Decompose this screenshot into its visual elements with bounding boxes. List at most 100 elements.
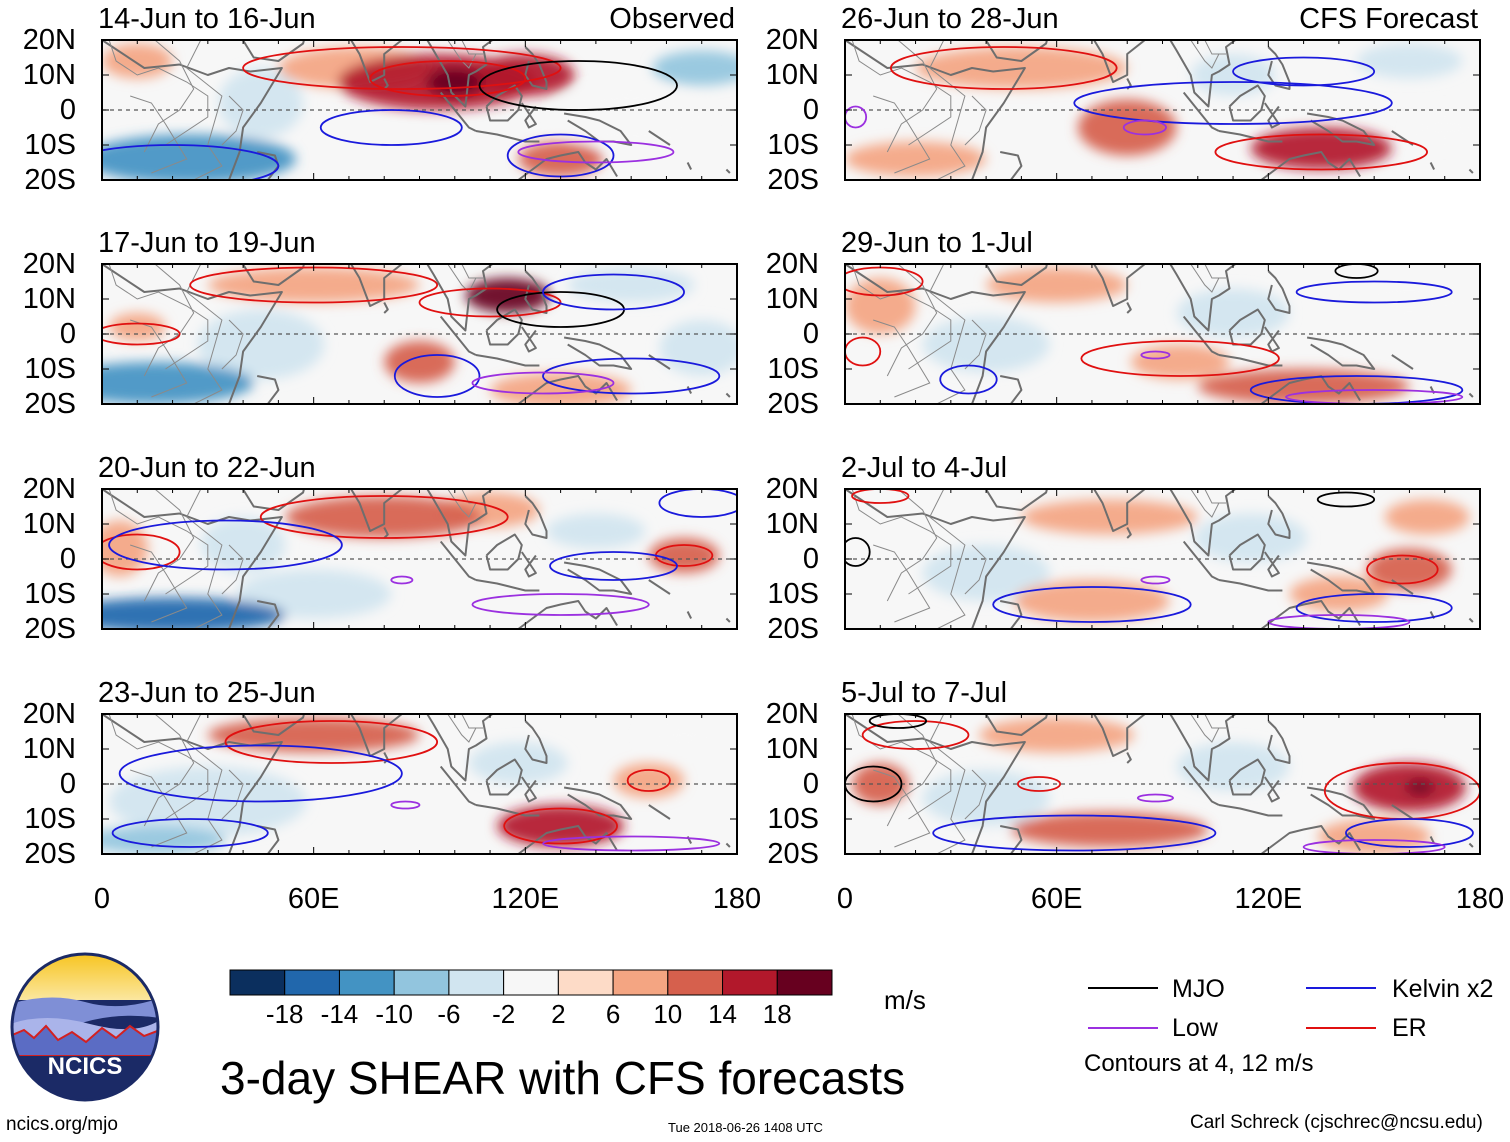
country-border [461,714,483,729]
x-tick-label: 0 [93,883,111,915]
er-contour [1214,133,1428,171]
y-tick-label: 10N [765,508,819,540]
ncics-logo: NCICS [10,952,160,1102]
er-contour [102,322,181,346]
coastline [1218,579,1283,592]
er-contour [861,720,970,750]
shear-anomaly-blob [102,362,254,404]
er-contour [1080,340,1280,377]
coastline [1267,270,1291,314]
x-tick-label: 120E [1234,883,1303,915]
panel-tag: Observed [609,3,735,35]
coastline [1228,84,1266,122]
mjo-contour [845,537,871,567]
shear-anomaly-blob [1176,288,1290,338]
coastline [1126,527,1132,539]
coastline [1182,765,1220,806]
colorbar-units: m/s [884,985,926,1015]
coastline [1306,786,1376,820]
kelvin-contour [1345,818,1474,848]
country-border [108,40,209,146]
country-border [143,264,195,377]
country-border [886,714,938,827]
panel-title: 29-Jun to 1-Jul [841,227,1033,259]
mjo-contour [1316,491,1376,508]
low-contour [471,371,615,395]
coastline [1468,392,1474,398]
coastline [439,765,477,806]
coastline [957,714,1049,736]
coastline [1263,776,1280,803]
coastline [439,315,477,356]
x-tick-label: 120E [491,883,560,915]
country-border [461,40,483,55]
coastline [1468,617,1474,623]
low-contour [390,800,421,810]
low-contour [845,105,868,129]
coastline [686,162,692,170]
y-tick-label: 20N [765,698,819,730]
low-contour [390,575,414,585]
er-contour [369,60,527,97]
coastline [214,489,306,511]
coastline [1267,495,1291,539]
coastline [426,40,495,108]
coastline [1169,40,1238,108]
coastline [520,326,537,353]
y-tick-label: 10N [22,283,76,315]
shear-anomaly-blob [659,320,737,376]
colorbar-swatch [284,969,340,996]
coastline [475,354,540,367]
y-tick-label: 10S [767,353,819,385]
coastline [520,102,537,129]
mjo-contour [478,60,678,111]
kelvin-contour [1073,81,1393,125]
shear-anomaly-blob [1409,110,1480,145]
coastline [1126,302,1132,314]
coastline [475,804,540,817]
coastline [349,714,405,757]
country-border [873,95,931,174]
y-tick-label: 10N [22,508,76,540]
coastline [648,579,671,595]
y-tick-label: 20S [24,838,76,870]
country-border [130,544,188,623]
coastline [475,130,540,143]
country-border [108,489,209,595]
coastline [1267,720,1291,764]
panel-title: 2-Jul to 4-Jul [841,452,1008,484]
y-tick-label: 20N [765,473,819,505]
mjo-contour [1334,264,1379,279]
low-contour [1302,839,1446,854]
er-contour [242,46,562,90]
country-border [886,40,938,153]
coastline [1000,825,1023,854]
low-contour [1140,575,1171,585]
coastline [1468,842,1474,848]
country-border [1204,489,1226,504]
coastline [563,336,633,370]
shear-anomaly-blob [497,805,625,847]
shear-anomaly-blob [641,721,727,749]
coastline [524,720,548,764]
kelvin-contour [1232,56,1376,87]
y-tick-label: 0 [59,318,76,350]
coastline [520,776,537,803]
y-tick-label: 10S [767,578,819,610]
y-tick-label: 20N [22,24,76,56]
y-tick-label: 20N [22,698,76,730]
colorbar-label: -10 [375,999,413,1029]
x-tick-label: 180 [1455,883,1505,915]
kelvin-contour [102,144,280,180]
shear-anomaly-blob [1014,580,1170,622]
coastline [1169,489,1238,557]
site-link[interactable]: ncics.org/mjo [6,1114,118,1135]
country-border [929,40,966,180]
shear-anomaly-blob [1356,43,1463,79]
coastline [1000,375,1023,404]
coastline [485,758,523,796]
y-tick-label: 10N [22,59,76,91]
legend-label: MJO [1172,975,1225,1003]
country-border [1204,40,1226,55]
coastline [1000,600,1023,629]
